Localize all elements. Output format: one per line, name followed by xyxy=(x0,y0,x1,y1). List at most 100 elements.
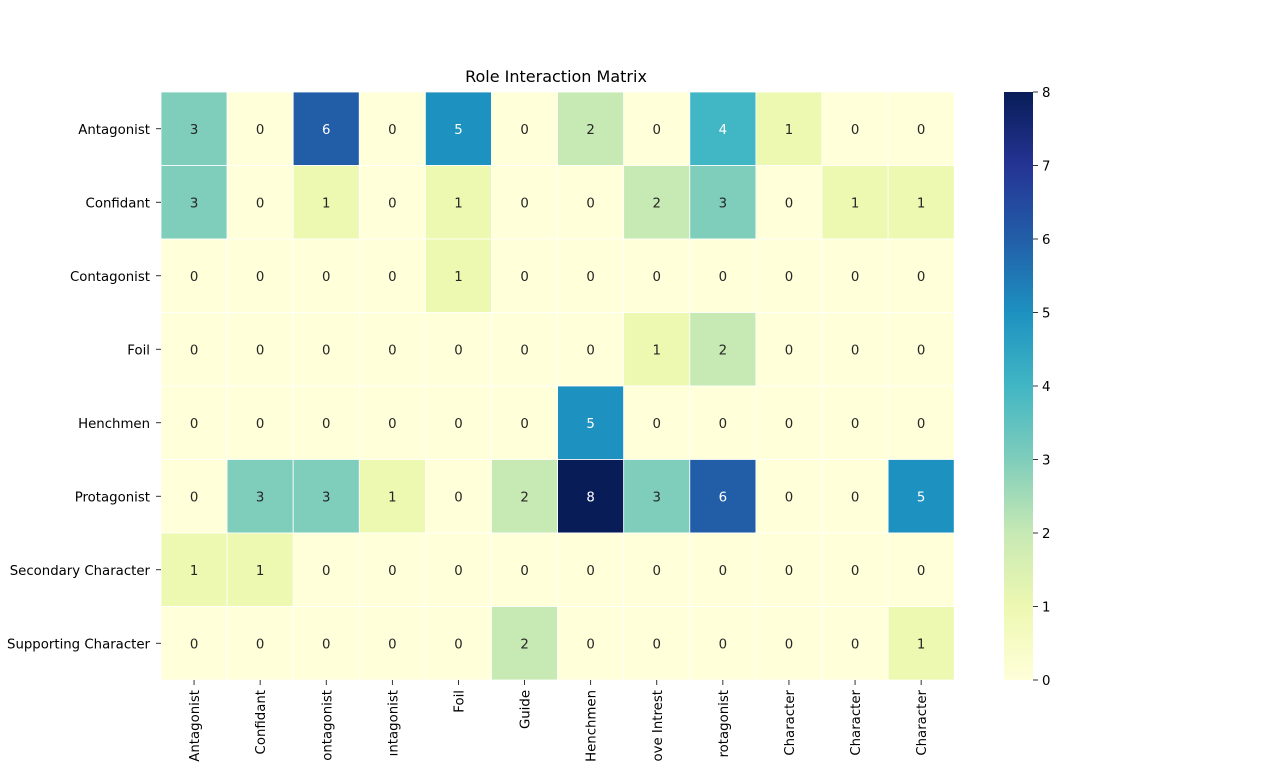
cell-value-label: 2 xyxy=(719,343,727,358)
cell-value-label: 0 xyxy=(190,637,198,652)
cell-value-label: 0 xyxy=(851,490,859,505)
x-tick-label: ıntagonist xyxy=(386,690,401,756)
cell-value-label: 0 xyxy=(653,564,661,579)
cell-value-label: 0 xyxy=(586,564,594,579)
heatmap-cell xyxy=(755,91,823,166)
heatmap-cell xyxy=(424,165,492,240)
heatmap-cell xyxy=(557,238,625,313)
x-tick-label: Antagonist xyxy=(188,690,203,762)
heatmap-cell xyxy=(623,91,691,166)
heatmap-cell xyxy=(821,238,889,313)
heatmap-cell xyxy=(160,238,228,313)
cell-value-label: 0 xyxy=(917,270,925,285)
chart-title: Role Interaction Matrix xyxy=(465,67,647,86)
heatmap-cell xyxy=(821,606,889,681)
cell-value-label: 2 xyxy=(653,196,661,211)
y-tick-label: Protagonist xyxy=(75,490,150,505)
cell-value-label: 0 xyxy=(322,564,330,579)
heatmap-cell xyxy=(292,532,360,607)
cell-value-label: 1 xyxy=(454,270,462,285)
heatmap-cell xyxy=(821,532,889,607)
heatmap-cell xyxy=(887,459,955,534)
cell-value-label: 0 xyxy=(388,343,396,358)
cell-value-label: 1 xyxy=(785,123,793,138)
heatmap-cell xyxy=(491,312,558,387)
heatmap-cell xyxy=(292,606,360,681)
y-tick-label: Supporting Character xyxy=(7,637,151,652)
cell-value-label: 2 xyxy=(520,637,528,652)
cell-value-label: 0 xyxy=(256,270,264,285)
cell-value-label: 0 xyxy=(586,270,594,285)
colorbar-tick-label: 1 xyxy=(1042,601,1050,616)
heatmap-cell xyxy=(557,385,625,460)
x-tick-label: ontagonist xyxy=(320,690,335,761)
heatmap-cell xyxy=(755,532,823,607)
heatmap-cell xyxy=(226,91,294,166)
cell-value-label: 0 xyxy=(785,490,793,505)
cell-value-label: 0 xyxy=(256,343,264,358)
x-tick-label: rotagonist xyxy=(717,690,732,758)
colorbar-tick-label: 3 xyxy=(1042,454,1050,469)
heatmap-cell xyxy=(491,165,558,240)
cell-value-label: 0 xyxy=(851,123,859,138)
heatmap-cell xyxy=(160,312,228,387)
cell-value-label: 0 xyxy=(653,270,661,285)
cell-value-label: 0 xyxy=(785,637,793,652)
cell-value-label: 0 xyxy=(190,343,198,358)
y-tick-label: Secondary Character xyxy=(10,564,151,579)
colorbar-gradient xyxy=(1004,92,1033,680)
heatmap-cell xyxy=(424,606,492,681)
cell-value-label: 0 xyxy=(190,490,198,505)
cell-value-label: 0 xyxy=(190,417,198,432)
heatmap-cell xyxy=(358,165,426,240)
cell-value-label: 1 xyxy=(190,564,198,579)
y-tick-label: Confidant xyxy=(86,196,150,211)
heatmap-cell xyxy=(557,165,625,240)
cell-value-label: 0 xyxy=(256,417,264,432)
cell-value-label: 0 xyxy=(851,637,859,652)
cell-value-label: 0 xyxy=(388,637,396,652)
cell-value-label: 0 xyxy=(454,343,462,358)
cell-value-label: 1 xyxy=(917,637,925,652)
heatmap-cell xyxy=(623,385,691,460)
cell-value-label: 0 xyxy=(520,123,528,138)
heatmap-cell xyxy=(424,385,492,460)
heatmap-cell xyxy=(424,532,492,607)
cell-value-label: 0 xyxy=(388,417,396,432)
heatmap-cell xyxy=(689,532,757,607)
x-tick-label: Character xyxy=(915,689,930,755)
cell-value-label: 8 xyxy=(586,490,594,505)
x-tick-label: Guide xyxy=(519,690,534,729)
cell-value-label: 1 xyxy=(851,196,859,211)
heatmap-cell xyxy=(226,385,294,460)
heatmap-cell xyxy=(887,238,955,313)
heatmap-cell xyxy=(821,312,889,387)
heatmap-cells: 3 0 6 0 5 0 2 0 4 1 0 0 3 0 1 0 1 0 0 2 3 0 1 1 0 0 0 0 1 0 0 0 0 0 0 0 0 0 0 0… xyxy=(160,91,955,681)
cell-value-label: 0 xyxy=(322,270,330,285)
heatmap-cell xyxy=(755,606,823,681)
heatmap-cell xyxy=(689,459,757,534)
cell-value-label: 0 xyxy=(454,637,462,652)
cell-value-label: 0 xyxy=(322,343,330,358)
colorbar-tick-label: 0 xyxy=(1042,674,1050,689)
cell-value-label: 0 xyxy=(322,417,330,432)
heatmap-cell xyxy=(160,606,228,681)
cell-value-label: 1 xyxy=(917,196,925,211)
colorbar-tick-label: 5 xyxy=(1042,307,1050,322)
cell-value-label: 1 xyxy=(653,343,661,358)
cell-value-label: 3 xyxy=(190,123,198,138)
y-tick-label: Foil xyxy=(127,343,150,358)
cell-value-label: 0 xyxy=(586,637,594,652)
heatmap-cell xyxy=(887,165,955,240)
cell-value-label: 3 xyxy=(190,196,198,211)
cell-value-label: 5 xyxy=(454,123,462,138)
heatmap-cell xyxy=(292,312,360,387)
cell-value-label: 0 xyxy=(851,270,859,285)
heatmap-cell xyxy=(491,91,558,166)
cell-value-label: 0 xyxy=(322,637,330,652)
heatmap-cell xyxy=(689,385,757,460)
cell-value-label: 3 xyxy=(256,490,264,505)
cell-value-label: 0 xyxy=(586,196,594,211)
cell-value-label: 0 xyxy=(653,417,661,432)
